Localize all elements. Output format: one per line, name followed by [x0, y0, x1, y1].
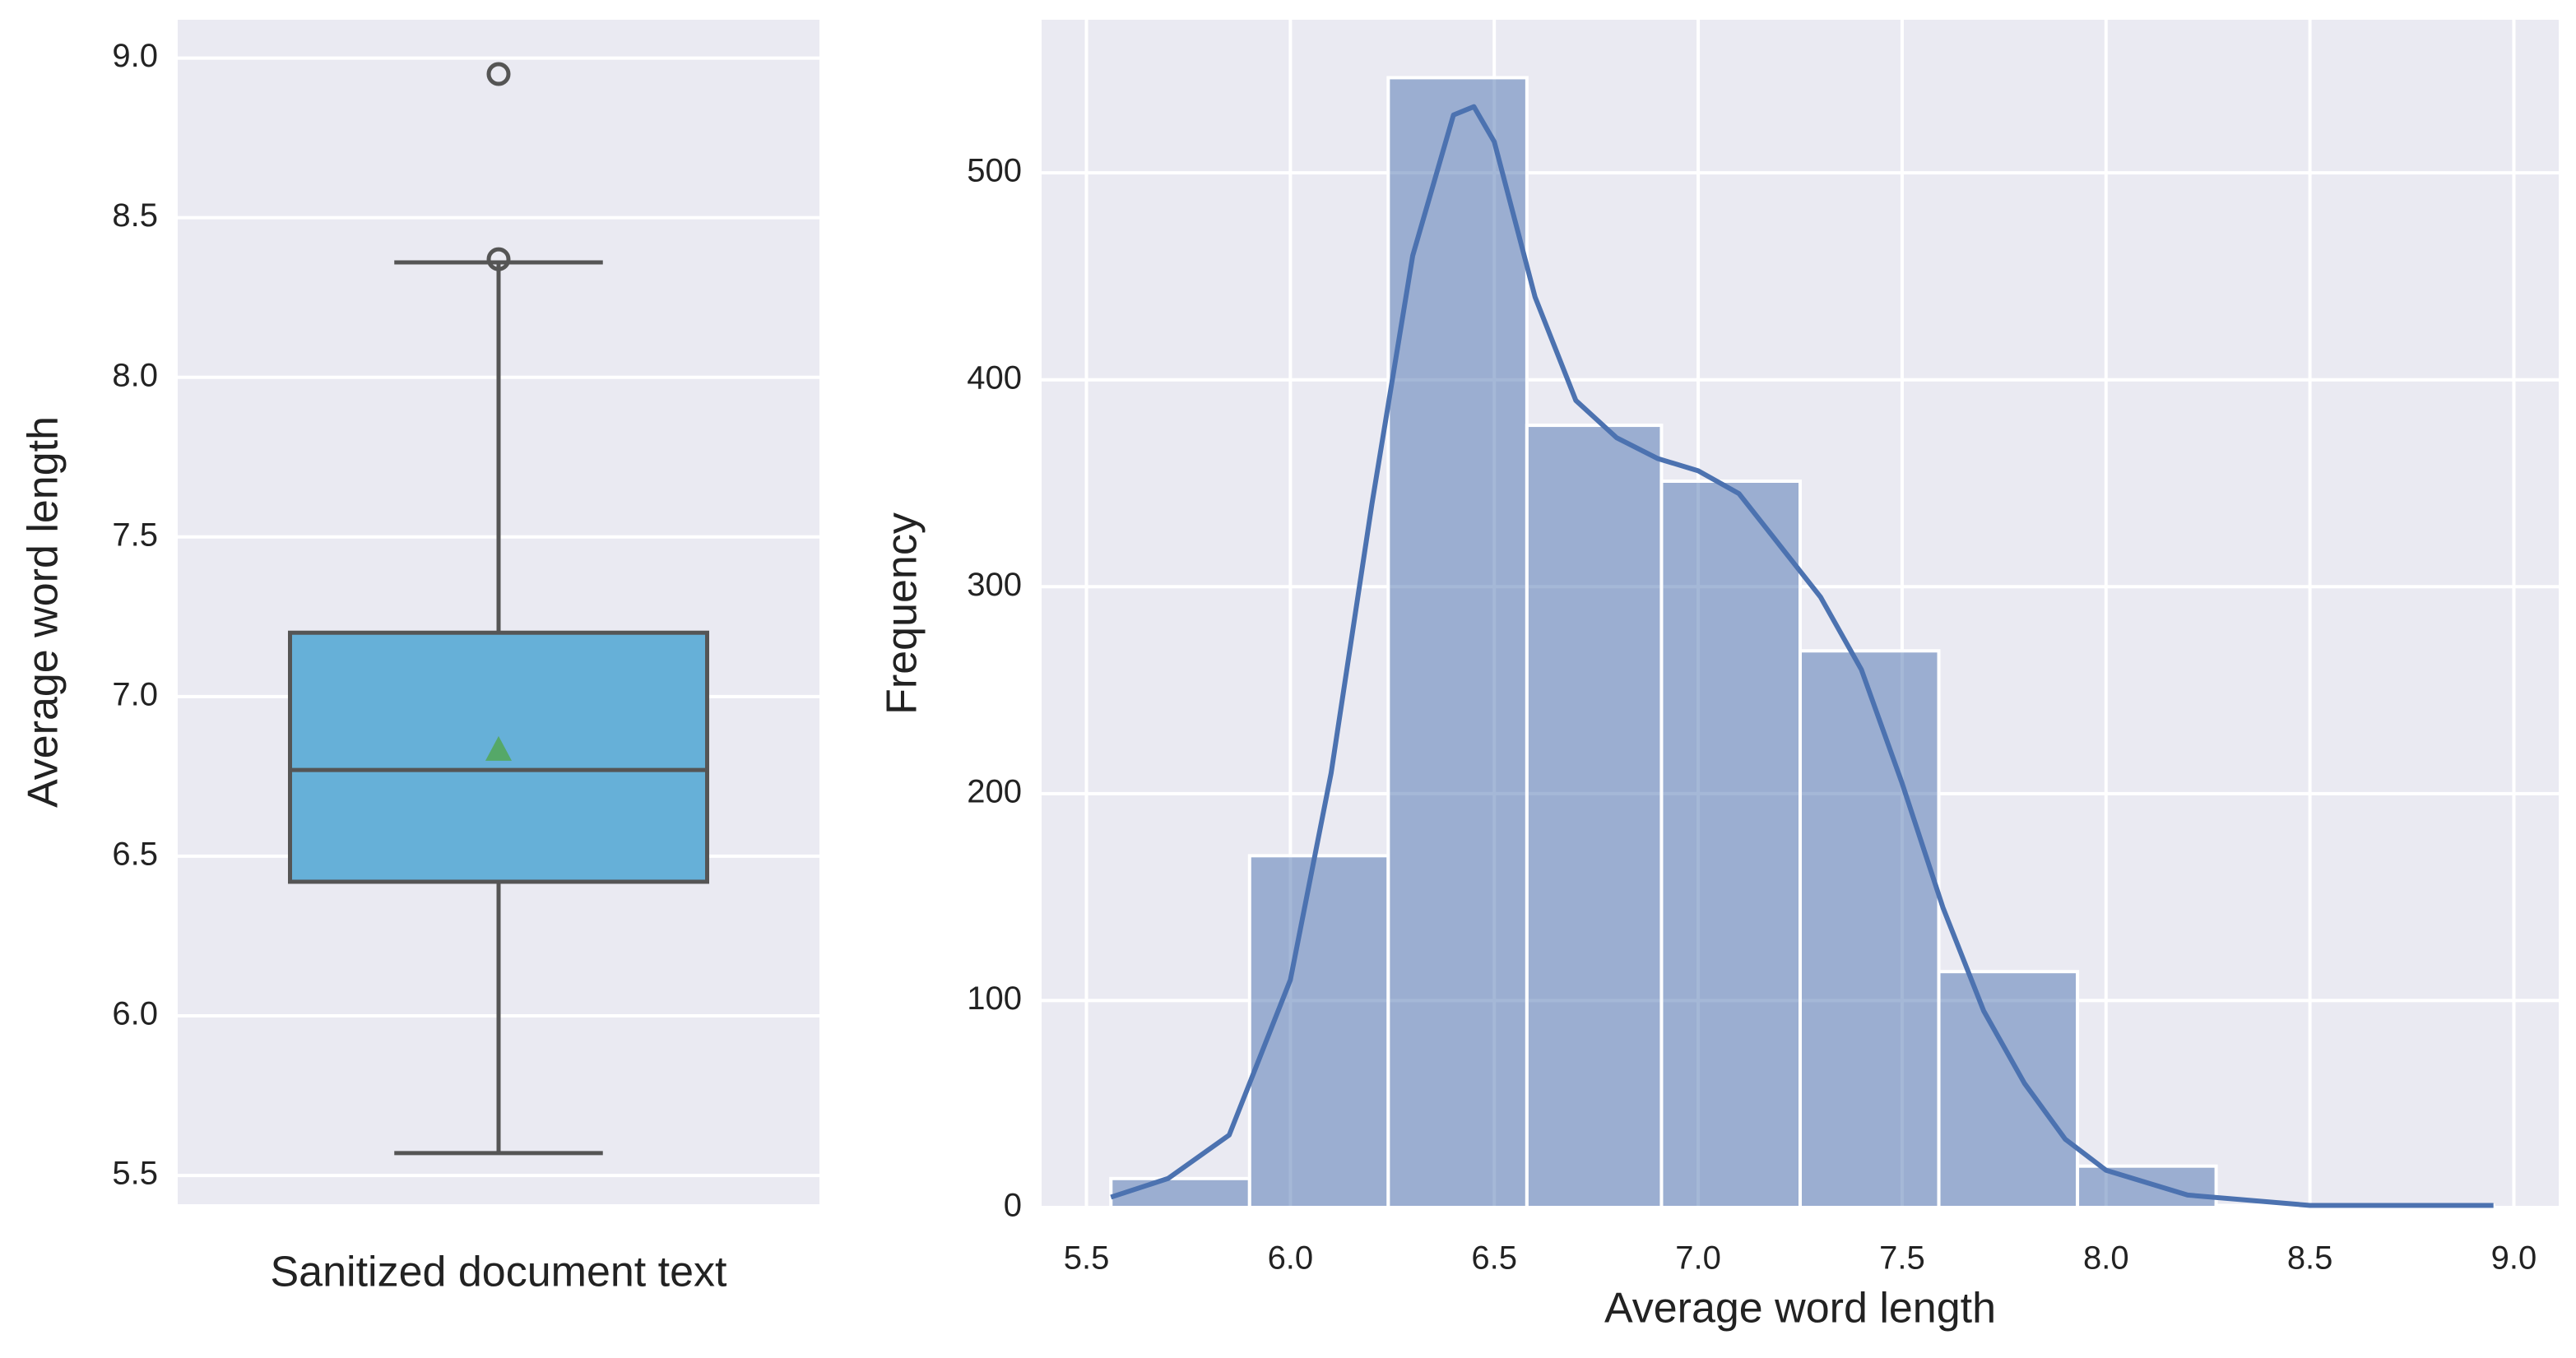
y-tick-label: 7.0 — [112, 676, 158, 712]
x-tick-label: 6.0 — [1268, 1240, 1314, 1277]
y-axis-label: Frequency — [879, 512, 926, 715]
y-tick-label: 5.5 — [112, 1156, 158, 1192]
y-tick-label: 8.0 — [112, 357, 158, 393]
x-tick-label: Sanitized document text — [271, 1249, 728, 1296]
kde-line — [1110, 104, 2494, 1208]
y-tick-label: 500 — [967, 153, 1022, 189]
histogram-bar — [2076, 1164, 2218, 1209]
histogram-bar — [1799, 649, 1941, 1209]
y-tick-label: 7.5 — [112, 517, 158, 553]
x-tick-label: 6.5 — [1471, 1240, 1517, 1277]
y-tick-label: 200 — [967, 773, 1022, 809]
histogram-bar — [1937, 970, 2080, 1209]
x-tick-label: 7.5 — [1879, 1240, 1925, 1277]
x-tick-label: 5.5 — [1064, 1240, 1110, 1277]
y-tick-label: 0 — [1004, 1188, 1022, 1224]
x-tick-label: 8.5 — [2287, 1240, 2333, 1277]
y-axis-label: Average word length — [20, 416, 67, 808]
outlier — [486, 62, 511, 86]
x-tick-label: 9.0 — [2491, 1240, 2537, 1277]
histogram-bar — [1247, 854, 1390, 1209]
y-tick-label: 400 — [967, 359, 1022, 396]
histogram-bar — [1525, 424, 1664, 1209]
histogram-bar — [1109, 1176, 1251, 1210]
y-tick-label: 6.0 — [112, 996, 158, 1032]
histogram-bar — [1659, 479, 1803, 1209]
outlier — [486, 247, 511, 271]
y-tick-label: 9.0 — [112, 38, 158, 74]
x-tick-label: 7.0 — [1675, 1240, 1721, 1277]
y-tick-label: 8.5 — [112, 197, 158, 234]
x-axis-label: Average word length — [1604, 1285, 1996, 1333]
x-tick-label: 8.0 — [2083, 1240, 2129, 1277]
histogram-bar — [1386, 76, 1529, 1210]
mean-marker — [485, 735, 512, 761]
y-tick-label: 100 — [967, 980, 1022, 1017]
y-tick-label: 6.5 — [112, 836, 158, 872]
y-tick-label: 300 — [967, 567, 1022, 603]
